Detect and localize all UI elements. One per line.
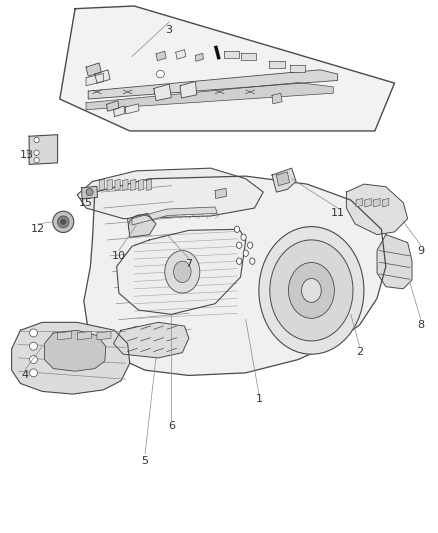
- Polygon shape: [223, 51, 239, 58]
- Polygon shape: [29, 135, 57, 165]
- Polygon shape: [107, 179, 112, 190]
- Ellipse shape: [86, 189, 93, 196]
- Polygon shape: [44, 330, 106, 371]
- Polygon shape: [123, 179, 128, 190]
- Polygon shape: [57, 332, 71, 340]
- Polygon shape: [381, 198, 388, 207]
- Polygon shape: [276, 172, 289, 185]
- Polygon shape: [153, 84, 171, 101]
- Text: 7: 7: [185, 259, 192, 269]
- Polygon shape: [132, 207, 217, 225]
- Polygon shape: [364, 198, 371, 207]
- Polygon shape: [272, 93, 282, 104]
- Text: 11: 11: [330, 208, 344, 219]
- Polygon shape: [117, 229, 245, 314]
- Ellipse shape: [269, 240, 352, 341]
- Ellipse shape: [301, 278, 321, 302]
- Polygon shape: [138, 179, 144, 190]
- Text: 15: 15: [79, 198, 93, 208]
- Polygon shape: [113, 106, 125, 117]
- Ellipse shape: [249, 258, 254, 264]
- Text: 12: 12: [31, 224, 45, 235]
- Polygon shape: [95, 70, 110, 83]
- Ellipse shape: [34, 158, 39, 163]
- Polygon shape: [127, 213, 155, 237]
- Text: 10: 10: [112, 251, 126, 261]
- Text: 4: 4: [21, 370, 28, 381]
- Text: 1: 1: [255, 394, 262, 405]
- Text: 2: 2: [355, 346, 362, 357]
- Ellipse shape: [164, 251, 199, 293]
- Polygon shape: [86, 63, 101, 76]
- Polygon shape: [376, 235, 411, 289]
- Polygon shape: [86, 74, 103, 86]
- Polygon shape: [81, 186, 97, 199]
- Ellipse shape: [53, 211, 74, 232]
- Polygon shape: [113, 322, 188, 358]
- Ellipse shape: [57, 216, 69, 228]
- Polygon shape: [86, 83, 332, 110]
- Ellipse shape: [156, 70, 164, 78]
- Text: 6: 6: [167, 421, 174, 431]
- Ellipse shape: [240, 234, 246, 240]
- Polygon shape: [84, 176, 385, 375]
- Ellipse shape: [34, 150, 39, 156]
- Ellipse shape: [247, 242, 252, 248]
- Polygon shape: [215, 188, 226, 198]
- Ellipse shape: [258, 227, 363, 354]
- Ellipse shape: [29, 329, 37, 337]
- Ellipse shape: [288, 263, 334, 318]
- Polygon shape: [12, 322, 130, 394]
- Polygon shape: [106, 101, 119, 111]
- Polygon shape: [240, 53, 255, 60]
- Ellipse shape: [34, 138, 39, 143]
- Polygon shape: [175, 50, 185, 59]
- Text: 8: 8: [416, 320, 424, 330]
- Polygon shape: [269, 61, 284, 68]
- Ellipse shape: [173, 261, 191, 282]
- Ellipse shape: [243, 250, 248, 256]
- Polygon shape: [99, 179, 104, 190]
- Text: 9: 9: [416, 246, 424, 255]
- Ellipse shape: [236, 258, 241, 264]
- Ellipse shape: [236, 242, 241, 248]
- Polygon shape: [146, 179, 151, 190]
- Polygon shape: [355, 198, 362, 207]
- Polygon shape: [289, 65, 304, 72]
- Polygon shape: [97, 332, 111, 340]
- Text: 3: 3: [165, 25, 172, 35]
- Polygon shape: [125, 104, 139, 114]
- Polygon shape: [77, 332, 91, 340]
- Polygon shape: [60, 6, 394, 131]
- Polygon shape: [346, 184, 407, 235]
- Polygon shape: [373, 198, 379, 207]
- Ellipse shape: [29, 356, 37, 364]
- Polygon shape: [115, 179, 120, 190]
- Ellipse shape: [60, 219, 66, 224]
- Polygon shape: [155, 51, 166, 61]
- Polygon shape: [88, 70, 337, 99]
- Polygon shape: [131, 179, 136, 190]
- Text: 5: 5: [141, 456, 148, 465]
- Polygon shape: [77, 168, 263, 219]
- Polygon shape: [195, 53, 203, 61]
- Ellipse shape: [29, 369, 37, 377]
- Ellipse shape: [29, 342, 37, 350]
- Text: 13: 13: [20, 150, 34, 160]
- Polygon shape: [272, 168, 295, 192]
- Ellipse shape: [234, 226, 239, 232]
- Polygon shape: [180, 82, 196, 98]
